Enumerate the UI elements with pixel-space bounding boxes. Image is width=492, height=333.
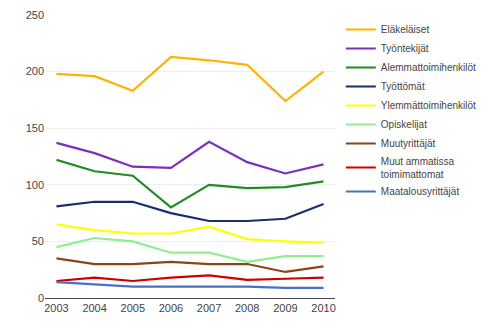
svg-text:2009: 2009 [273, 302, 297, 314]
svg-text:Maatalousyrittäjät: Maatalousyrittäjät [381, 186, 460, 197]
svg-text:2005: 2005 [121, 302, 145, 314]
svg-text:2007: 2007 [197, 302, 221, 314]
svg-text:100: 100 [26, 179, 44, 191]
svg-text:Eläkeläiset: Eläkeläiset [381, 24, 430, 35]
svg-text:2003: 2003 [44, 302, 68, 314]
svg-text:Ylemmättoimihenkilöt: Ylemmättoimihenkilöt [381, 100, 476, 111]
svg-text:2004: 2004 [82, 302, 106, 314]
svg-text:Muutyrittäjät: Muutyrittäjät [381, 138, 436, 149]
svg-text:150: 150 [26, 122, 44, 134]
svg-text:Työntekijät: Työntekijät [381, 43, 429, 54]
svg-text:Muut ammatissatoimimattomat: Muut ammatissatoimimattomat [381, 156, 455, 180]
svg-text:2008: 2008 [235, 302, 259, 314]
svg-text:250: 250 [26, 9, 44, 21]
svg-text:2010: 2010 [311, 302, 335, 314]
svg-text:50: 50 [32, 235, 44, 247]
svg-text:0: 0 [38, 292, 44, 304]
svg-text:2006: 2006 [159, 302, 183, 314]
svg-text:Opiskelijat: Opiskelijat [381, 119, 427, 130]
svg-text:Työttömät: Työttömät [381, 81, 425, 92]
svg-text:Alemmattoimihenkilöt: Alemmattoimihenkilöt [381, 62, 476, 73]
svg-text:200: 200 [26, 65, 44, 77]
